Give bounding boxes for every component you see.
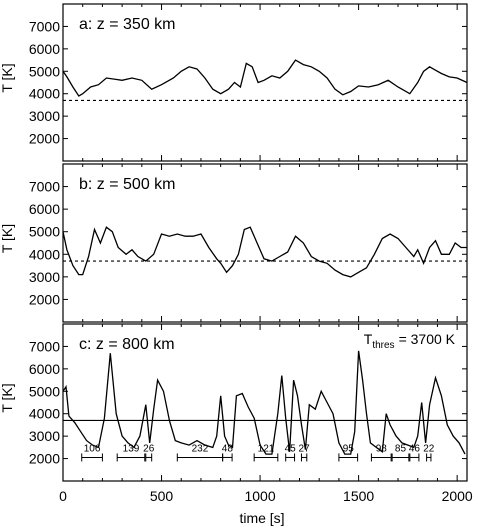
temperature-series-line	[62, 350, 466, 455]
y-axis-title: T [K]	[0, 63, 15, 92]
duration-bracket: 46	[409, 443, 421, 462]
bracket-label: 22	[423, 443, 435, 454]
bracket-label: 48	[222, 443, 234, 454]
bracket-label: 106	[84, 443, 101, 454]
bracket-label: 45	[285, 443, 297, 454]
duration-bracket: 27	[299, 443, 311, 462]
duration-bracket: 85	[391, 443, 410, 462]
bracket-label: 95	[343, 443, 355, 454]
duration-bracket: 22	[423, 443, 435, 462]
duration-bracket: 121	[253, 443, 279, 462]
bracket-label: 26	[143, 443, 155, 454]
x-tick-label: 2000	[442, 488, 473, 504]
duration-bracket: 106	[81, 443, 103, 462]
y-tick-label: 5000	[29, 383, 60, 399]
y-tick-label: 4000	[29, 86, 60, 102]
y-axis-title: T [K]	[0, 383, 15, 412]
threshold-label-value: = 3700 K	[399, 331, 456, 347]
threshold-label-T: T	[364, 331, 373, 347]
panel-label: c: z = 800 km	[79, 336, 175, 353]
panel-2: 2000 3000 4000 5000 6000 7000 T [K] b: z = 500 …	[0, 163, 468, 323]
y-tick-label: 2000	[29, 451, 60, 467]
bracket-label: 98	[376, 443, 388, 454]
panel-label: b: z = 500 km	[79, 176, 176, 193]
threshold-label-sub: thres	[372, 340, 394, 351]
y-tick-label: 7000	[29, 179, 60, 195]
panel-label: a: z = 350 km	[79, 16, 176, 33]
x-tick-label: 500	[150, 488, 174, 504]
duration-bracket: 232	[176, 443, 224, 462]
bracket-label: 232	[192, 443, 209, 454]
duration-bracket: 48	[222, 443, 234, 462]
y-tick-label: 2000	[29, 131, 60, 147]
x-tick-label: 1500	[343, 488, 374, 504]
panels-group: 2000 3000 4000 5000 6000 7000 T [K] a: z = 350 …	[0, 3, 468, 482]
y-tick-label: 6000	[29, 361, 60, 377]
temperature-series-line	[62, 59, 468, 97]
y-tick-label: 7000	[29, 338, 60, 354]
y-axis-title: T [K]	[0, 224, 15, 253]
x-tick-label: 1000	[244, 488, 275, 504]
bracket-label: 85	[395, 443, 407, 454]
y-tick-label: 5000	[29, 224, 60, 240]
duration-bracket: 95	[338, 443, 359, 462]
y-tick-label: 6000	[29, 41, 60, 57]
y-tick-label: 4000	[29, 246, 60, 262]
bracket-label: 121	[258, 443, 275, 454]
duration-bracket: 98	[370, 443, 392, 462]
duration-bracket: 139	[116, 443, 146, 462]
duration-bracket: 26	[143, 443, 155, 462]
panel-3: 2000 3000 4000 5000 6000 7000 T [K] c: z = 800 …	[0, 323, 468, 482]
x-axis-title: time [s]	[239, 510, 284, 526]
y-tick-label: 3000	[29, 108, 60, 124]
y-tick-label: 2000	[29, 291, 60, 307]
x-tick-label: 0	[59, 488, 67, 504]
duration-bracket: 45	[285, 443, 297, 462]
y-tick-label: 6000	[29, 201, 60, 217]
bracket-label: 139	[123, 443, 140, 454]
temperature-series-line	[62, 226, 467, 278]
y-tick-label: 5000	[29, 63, 60, 79]
panel-1: 2000 3000 4000 5000 6000 7000 T [K] a: z = 350 …	[0, 3, 468, 162]
plot-frame	[62, 323, 468, 482]
threshold-label: Tthres = 3700 K	[364, 331, 456, 351]
plot-frame	[62, 163, 468, 323]
bracket-label: 46	[409, 443, 421, 454]
y-tick-label: 7000	[29, 18, 60, 34]
y-tick-label: 3000	[29, 428, 60, 444]
bracket-label: 27	[299, 443, 311, 454]
y-tick-label: 4000	[29, 406, 60, 422]
y-tick-label: 3000	[29, 269, 60, 285]
x-axis-tick-labels: 0 500 1000 1500 2000	[59, 488, 473, 504]
